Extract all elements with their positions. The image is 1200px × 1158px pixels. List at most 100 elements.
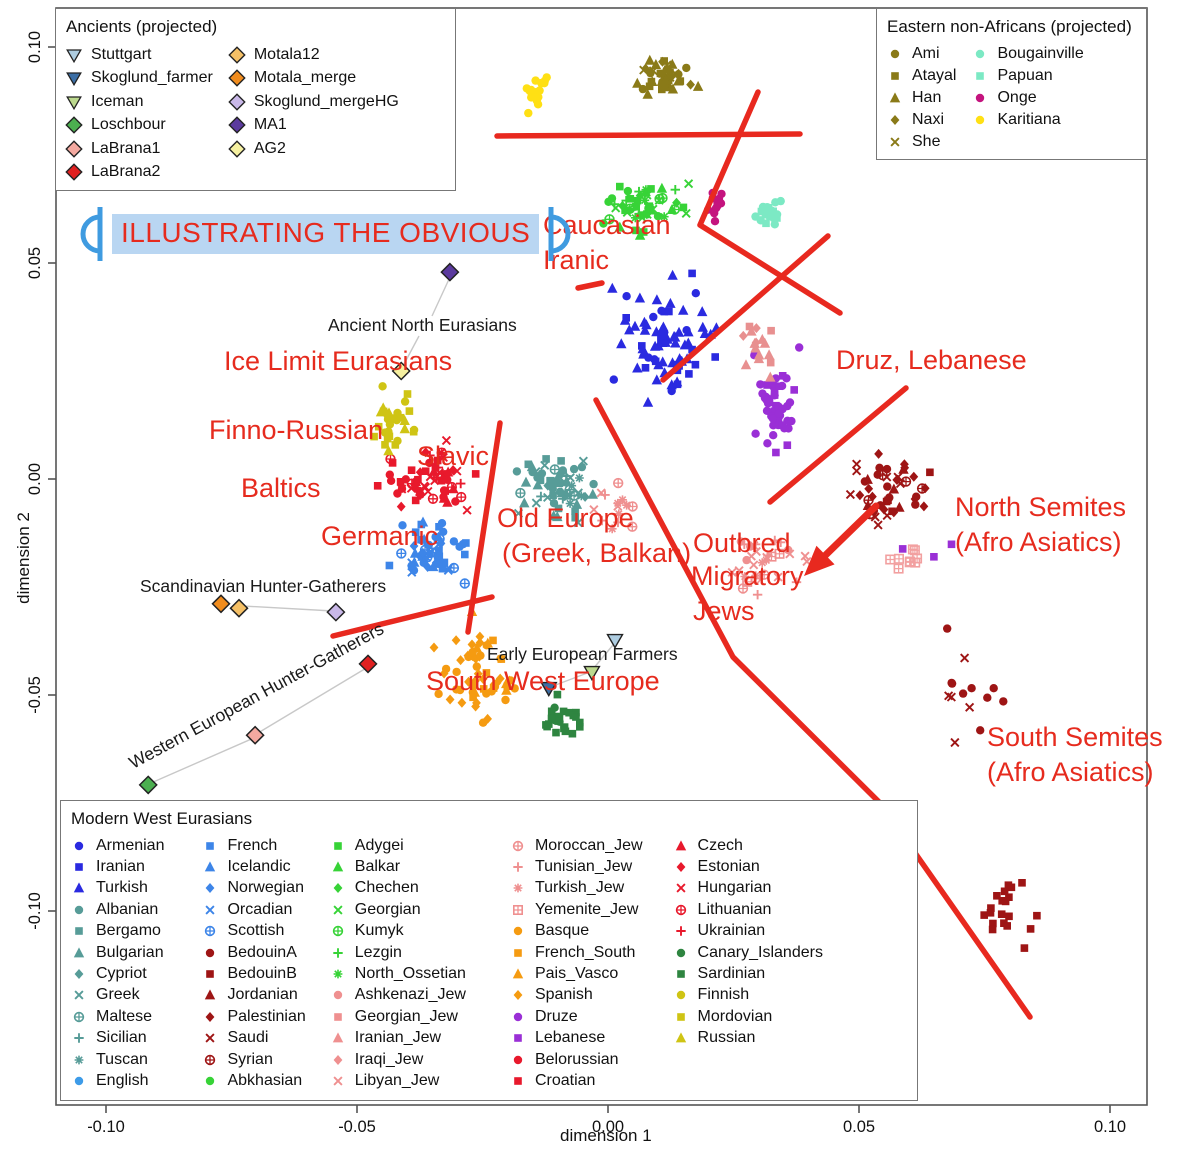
ancient-Skoglund_mergeHG [326, 602, 346, 622]
diamond-lg-marker-icon [228, 93, 246, 111]
circle-plus-marker-icon [512, 840, 524, 851]
triangle-marker-icon [205, 989, 216, 1000]
plus-marker-icon [513, 862, 523, 872]
legend-item-georgian: Georgian [328, 899, 466, 920]
cluster-sardinian-canary [542, 690, 584, 738]
circle-marker-icon [206, 948, 215, 957]
banner-text: ILLUSTRATING THE OBVIOUS [112, 214, 540, 254]
legend-item-label: French_South [534, 943, 636, 961]
legend-item-druze: Druze [508, 1006, 643, 1027]
legend-item-label: Ukrainian [697, 922, 766, 940]
legend-item-skoglund-mergehg: Skoglund_mergeHG [227, 90, 399, 114]
cluster-finnish-mordovian [370, 382, 419, 456]
legend-item-label: Spanish [534, 986, 593, 1004]
legend-item-label: Scottish [227, 922, 285, 940]
circle-marker-icon [976, 49, 985, 59]
projected-ancients [138, 262, 624, 795]
legend-item-label: Libyan_Jew [354, 1071, 440, 1089]
legend-item-label: BedouinB [227, 965, 297, 983]
legend-item-label: North_Ossetian [354, 965, 466, 983]
svg-text:-0.05: -0.05 [338, 1118, 376, 1136]
square-marker-icon [676, 1013, 685, 1021]
cluster-bougainville-papuan [751, 196, 785, 229]
cluster-druze-lebanese [750, 343, 804, 457]
circle-marker-icon [676, 991, 685, 1000]
legend-item-karitiana: Karitiana [970, 109, 1083, 131]
legend-item-french-south: French_South [508, 942, 643, 963]
cluster-yemenite-jews [885, 544, 923, 574]
legend-item-label: Ashkenazi_Jew [354, 986, 466, 1004]
red-annotation-lines [330, 89, 1033, 1020]
legend-item-labrana1: LaBrana1 [64, 137, 213, 161]
legend-item-label: Abkhasian [227, 1071, 303, 1089]
legend-item-ukrainian: Ukrainian [671, 921, 823, 942]
legend-item-label: Papuan [997, 67, 1053, 84]
square-marker-icon [891, 72, 899, 80]
svg-text:0.05: 0.05 [26, 247, 44, 279]
legend-item-chechen: Chechen [328, 878, 466, 899]
legend-item-balkar: Balkar [328, 856, 466, 877]
legend-item-bedouinb: BedouinB [200, 963, 305, 984]
legend-ancients: Ancients (projected) Stuttgart Skoglund_f… [55, 8, 456, 191]
x-axis-ticks: -0.10 -0.05 0.00 0.05 0.10 [87, 1105, 1126, 1136]
cluster-turkish-iranian-armenian [607, 269, 722, 407]
annotation-ice-limit-eurasians: Ice Limit Eurasians [224, 346, 453, 376]
cluster-caucasus-green [599, 179, 694, 240]
legend-item-label: Balkar [354, 858, 401, 876]
square-marker-icon [676, 970, 685, 978]
triangle-marker-icon [675, 1032, 686, 1043]
legend-modern-title: Modern West Eurasians [71, 809, 253, 828]
circle-marker-icon [513, 1012, 523, 1022]
square-marker-icon [514, 1077, 522, 1085]
triangle-marker-icon [512, 968, 524, 979]
circle-marker-icon [890, 49, 900, 59]
svg-text:-0.10: -0.10 [26, 892, 44, 930]
legend-item-skoglund-farmer: Skoglund_farmer [64, 67, 213, 91]
plus-marker-icon [333, 947, 343, 958]
legend-item-saudi: Saudi [200, 1028, 305, 1049]
legend-item-label: Turkish [96, 879, 148, 897]
diamond-lg-marker-icon [65, 163, 83, 181]
triangle-marker-icon [889, 92, 901, 103]
legend-item-iraqi-jew: Iraqi_Jew [328, 1049, 466, 1070]
x-marker-icon [675, 883, 686, 894]
legend-item-label: Belorussian [534, 1050, 619, 1068]
legend-item-label: Hungarian [697, 879, 772, 897]
legend-item-label: Skoglund_mergeHG [253, 92, 399, 110]
legend-item-iceman: Iceman [64, 90, 213, 114]
legend-item-iranian: Iranian [69, 856, 164, 877]
legend-item-label: Iraqi_Jew [354, 1050, 424, 1068]
diamond-lg-marker-icon [228, 69, 246, 87]
eastern-legend-column-2: Bougainville Papuan Onge Karitiana [970, 43, 1084, 131]
legend-item-yemenite-jew: Yemenite_Jew [508, 899, 643, 920]
legend-item-estonian: Estonian [671, 856, 823, 877]
headline-banner: ILLUSTRATING THE OBVIOUS [78, 205, 573, 263]
legend-item-russian: Russian [671, 1028, 823, 1049]
legend-item-label: Croatian [534, 1071, 596, 1089]
diamond-lg-marker-icon [228, 116, 246, 134]
svg-text:0.10: 0.10 [1094, 1118, 1126, 1136]
annotation-north-semites: North Semites [955, 492, 1127, 522]
legend-item-label: Mordovian [697, 1007, 773, 1025]
triangle-marker-icon [675, 840, 686, 851]
legend-item-label: Naxi [912, 111, 945, 128]
circle-marker-icon [74, 1076, 84, 1086]
legend-item-label: Sardinian [697, 965, 766, 983]
cluster-karitiana [522, 73, 551, 118]
legend-item-lezgin: Lezgin [328, 942, 466, 963]
legend-item-label: Icelandic [227, 858, 291, 876]
legend-item-canary-islanders: Canary_Islanders [671, 942, 823, 963]
square-marker-icon [206, 970, 215, 978]
legend-item-jordanian: Jordanian [200, 985, 305, 1006]
legend-item-bulgarian: Bulgarian [69, 942, 164, 963]
diamond-marker-icon [676, 862, 685, 873]
legend-modern: Modern West Eurasians Armenian Iranian Tur… [60, 800, 918, 1101]
legend-item-labrana2: LaBrana2 [64, 161, 213, 185]
circle-marker-icon [976, 93, 985, 103]
legend-item-cypriot: Cypriot [69, 963, 164, 984]
legend-item-label: Georgian_Jew [354, 1007, 458, 1025]
legend-item-label: Sicilian [96, 1029, 147, 1047]
legend-item-spanish: Spanish [508, 985, 643, 1006]
legend-item-label: Palestinian [227, 1007, 306, 1025]
cluster-germanic-blue [385, 516, 470, 589]
